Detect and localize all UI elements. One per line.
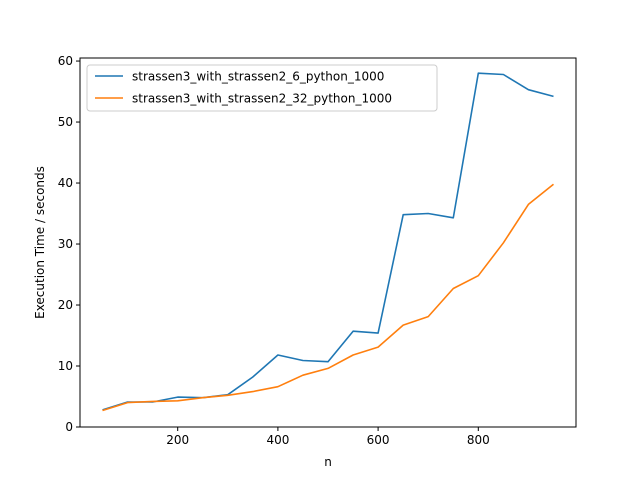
y-tick-label: 10 xyxy=(58,359,73,373)
series-layer xyxy=(102,72,555,412)
y-tick-label: 0 xyxy=(65,420,73,434)
y-tick-label: 50 xyxy=(58,115,73,129)
x-tick-label: 400 xyxy=(266,433,289,447)
plot-frame xyxy=(79,57,577,428)
y-tick-label: 30 xyxy=(58,237,73,251)
y-tick-label: 60 xyxy=(58,54,73,68)
y-axis-label: Execution Time / seconds xyxy=(33,166,47,319)
series-line-2 xyxy=(102,183,555,412)
legend-label-1: strassen3_with_strassen2_6_python_1000 xyxy=(132,70,384,84)
legend-box xyxy=(86,64,438,112)
x-axis: 200 400 600 800 xyxy=(166,427,490,447)
y-tick-label: 40 xyxy=(58,176,73,190)
x-tick-label: 800 xyxy=(467,433,490,447)
y-tick-label: 20 xyxy=(58,298,73,312)
series-line-1 xyxy=(102,72,554,411)
legend-label-2: strassen3_with_strassen2_32_python_1000 xyxy=(132,92,392,106)
legend: strassen3_with_strassen2_6_python_1000st… xyxy=(86,64,438,112)
y-axis: 0 10 20 30 40 50 60 xyxy=(58,54,80,434)
x-tick-label: 600 xyxy=(367,433,390,447)
x-tick-label: 200 xyxy=(166,433,189,447)
x-axis-label: n xyxy=(324,455,332,469)
